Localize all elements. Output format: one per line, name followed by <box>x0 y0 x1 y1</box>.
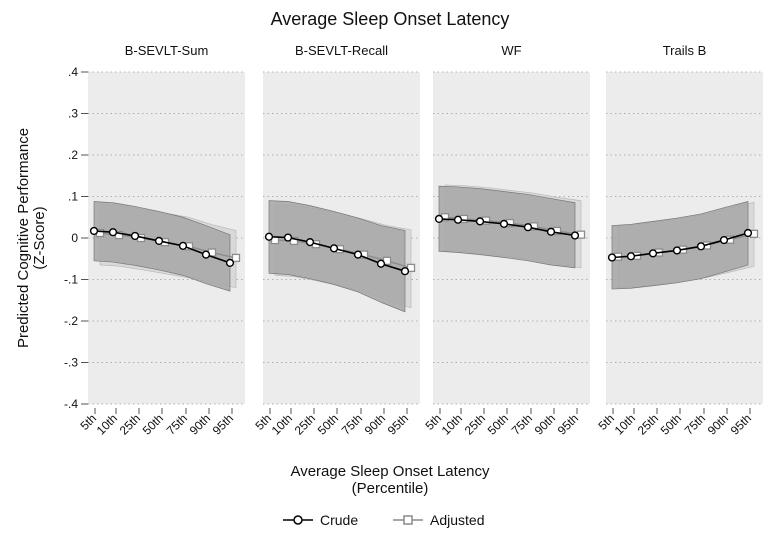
crude-point <box>648 249 658 258</box>
panel-title: Trails B <box>663 43 707 58</box>
crude-point <box>696 242 706 251</box>
y-tick-label: .3 <box>68 107 78 121</box>
panel-title: B-SEVLT-Recall <box>295 43 388 58</box>
crude-point <box>130 231 140 241</box>
crude-point <box>626 252 636 261</box>
panel-title: B-SEVLT-Sum <box>125 43 209 58</box>
x-tick-label: 10th <box>269 411 295 437</box>
crude-ci-band <box>611 201 749 290</box>
y-tick-label: -.4 <box>64 397 78 411</box>
crude-point <box>570 231 580 240</box>
x-tick-label: 75th <box>682 411 708 437</box>
crude-point <box>719 235 729 245</box>
x-tick-label: 75th <box>164 411 190 437</box>
y-tick-label: .4 <box>68 65 78 79</box>
crude-point <box>376 259 386 268</box>
x-tick-label: 50th <box>485 411 511 437</box>
crude-point <box>283 233 293 242</box>
panel-2: B-SEVLT-Recall5th10th25th50th75th90th95t… <box>252 43 420 438</box>
x-tick-label: 75th <box>339 411 365 437</box>
x-tick-label: 95th <box>210 411 236 437</box>
y-tick-label: -.2 <box>64 314 78 328</box>
x-tick-label: 95th <box>385 411 411 437</box>
chart-title: Average Sleep Onset Latency <box>271 9 510 29</box>
legend-crude-marker-icon <box>293 515 303 525</box>
x-tick-label: 90th <box>532 411 558 437</box>
x-tick-label: 90th <box>187 411 213 437</box>
legend: Crude Adjusted <box>283 512 484 528</box>
crude-point <box>154 236 164 246</box>
adjusted-point <box>406 263 416 273</box>
crude-ci-band <box>268 200 406 313</box>
crude-point <box>353 250 363 259</box>
x-tick-label: 50th <box>315 411 341 437</box>
legend-item-adjusted: Adjusted <box>393 512 484 528</box>
x-tick-label: 50th <box>140 411 166 437</box>
crude-point <box>89 226 99 236</box>
x-tick-label: 95th <box>728 411 754 437</box>
x-tick-label: 10th <box>439 411 465 437</box>
x-tick-label: 90th <box>705 411 731 437</box>
x-axis-title-line-2: (Percentile) <box>352 480 429 497</box>
panel-title: WF <box>501 43 521 58</box>
y-axis-title-line-2: (Z-Score) <box>31 206 48 269</box>
panels-layer: .4 .3 .2 .1 0 -.1 -.2 -.3 -.4B-SEVLT-Sum5th10th2… <box>64 43 763 438</box>
crude-point <box>225 258 235 268</box>
crude-point <box>499 219 509 228</box>
crude-point <box>453 215 463 224</box>
crude-point <box>400 267 410 276</box>
y-tick-label: -.3 <box>64 356 78 370</box>
crude-point <box>108 228 118 237</box>
x-tick-label: 90th <box>362 411 388 437</box>
y-tick-label: 0 <box>71 231 78 245</box>
crude-point <box>743 228 753 238</box>
crude-point <box>475 217 485 226</box>
adjusted-point <box>231 253 241 263</box>
crude-point <box>607 253 617 262</box>
crude-point <box>178 241 188 250</box>
y-axis-title-line-1: Predicted Cognitive Performance <box>15 128 32 348</box>
x-tick-label: 10th <box>612 411 638 437</box>
y-tick-label: .2 <box>68 148 78 162</box>
x-tick-label: 25th <box>462 411 488 437</box>
x-tick-label: 50th <box>658 411 684 437</box>
crude-point <box>329 244 339 253</box>
x-tick-label: 10th <box>94 411 120 437</box>
x-tick-label: 95th <box>555 411 581 437</box>
adjusted-point <box>289 236 299 246</box>
crude-point <box>264 232 274 241</box>
crude-point <box>672 246 682 255</box>
x-tick-label: 25th <box>635 411 661 437</box>
y-axis-title: Predicted Cognitive Performance (Z-Score… <box>15 128 48 348</box>
x-tick-label: 75th <box>509 411 535 437</box>
crude-point <box>546 227 556 236</box>
legend-item-crude: Crude <box>283 512 358 528</box>
crude-point <box>523 223 533 232</box>
x-axis-title-line-1: Average Sleep Onset Latency <box>290 463 490 480</box>
y-tick-label: -.1 <box>64 273 78 287</box>
y-tick-label: .1 <box>68 190 78 204</box>
x-tick-label: 25th <box>117 411 143 437</box>
crude-point <box>305 238 315 247</box>
legend-crude-label: Crude <box>320 512 358 528</box>
crude-point <box>201 250 211 259</box>
legend-adjusted-marker-icon <box>403 515 413 525</box>
crude-point <box>434 214 444 224</box>
crude-ci-band <box>93 201 231 292</box>
x-tick-label: 25th <box>292 411 318 437</box>
legend-adjusted-label: Adjusted <box>430 512 484 528</box>
